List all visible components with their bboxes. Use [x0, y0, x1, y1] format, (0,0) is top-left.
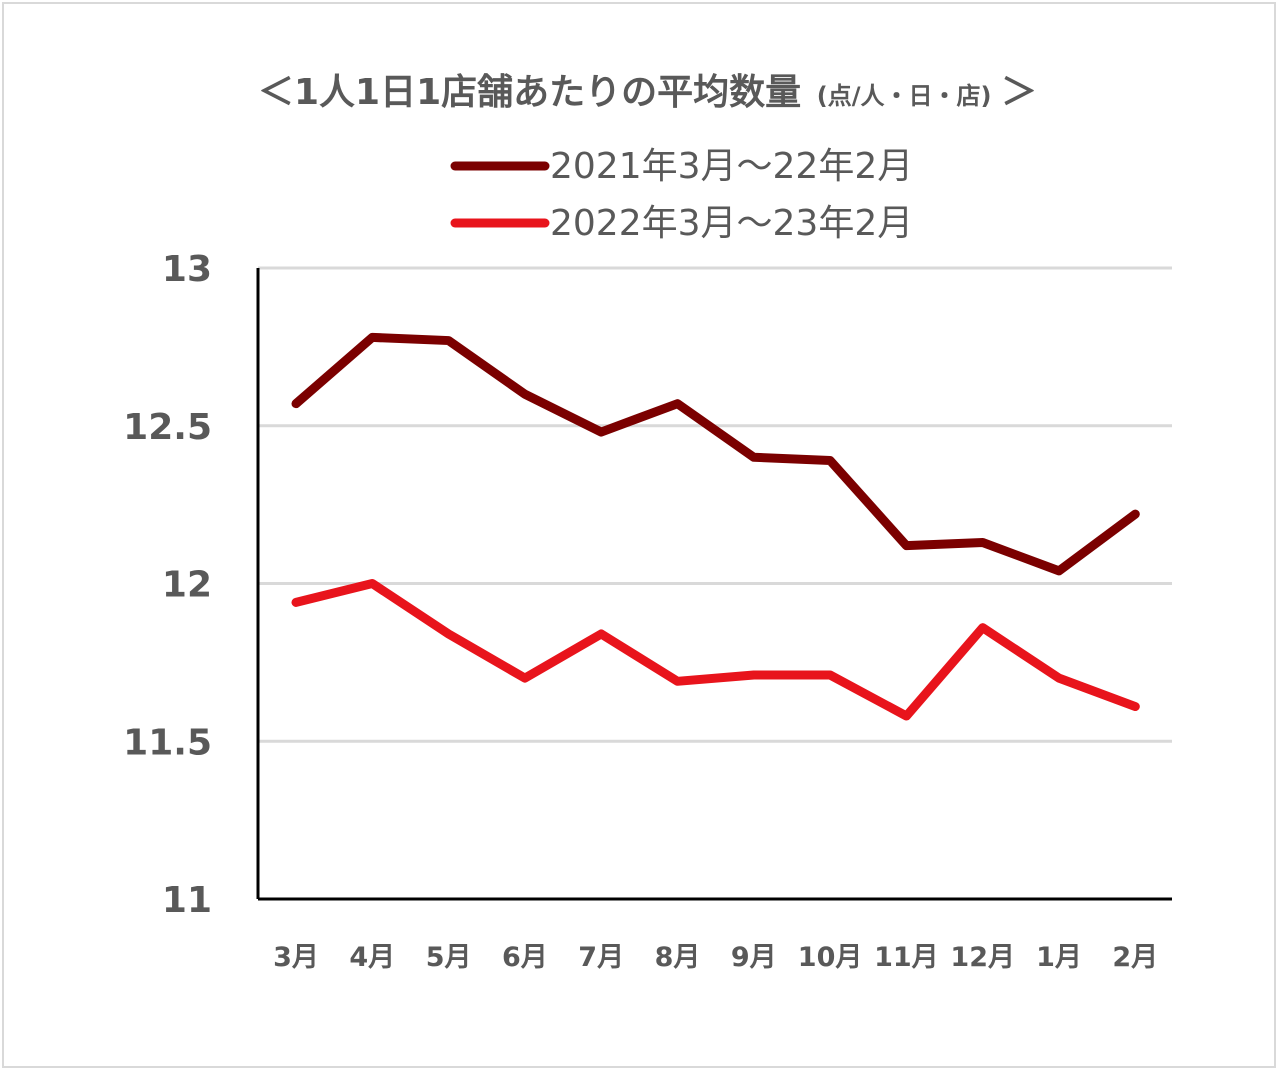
legend: 2021年3月～22年2月 2022年3月～23年2月	[450, 146, 913, 244]
legend-label-series-2: 2022年3月～23年2月	[550, 203, 913, 244]
x-axis-ticks: 3月 4月 5月 6月 7月 8月 9月 10月 11月 12月 1月 2月	[273, 942, 1158, 973]
x-tick-label: 6月	[502, 942, 548, 973]
y-tick-label: 11.5	[123, 722, 212, 763]
chart-title-main: ＜1人1日1店舗あたりの平均数量	[258, 72, 801, 113]
x-tick-label: 10月	[798, 942, 863, 973]
y-axis-ticks: 13 12.5 12 11.5 11	[123, 249, 212, 921]
series-lines	[291, 332, 1140, 721]
y-tick-label: 12.5	[123, 407, 212, 448]
chart-title-unit: (点/人・日・店)	[817, 82, 992, 110]
x-tick-label: 2月	[1112, 942, 1158, 973]
x-tick-label: 11月	[874, 942, 939, 973]
x-tick-label: 7月	[578, 942, 624, 973]
chart-title: ＜1人1日1店舗あたりの平均数量 (点/人・日・店) ＞	[258, 72, 1037, 113]
x-tick-label: 5月	[426, 942, 472, 973]
y-tick-label: 11	[162, 880, 212, 921]
y-tick-label: 13	[162, 249, 212, 290]
series-line-2	[291, 579, 1140, 721]
series-line-1	[291, 332, 1140, 576]
x-tick-label: 3月	[273, 942, 319, 973]
x-tick-label: 8月	[655, 942, 701, 973]
legend-label-series-1: 2021年3月～22年2月	[550, 146, 913, 187]
chart-title-close: ＞	[1001, 72, 1037, 113]
x-tick-label: 9月	[731, 942, 777, 973]
x-tick-label: 4月	[349, 942, 395, 973]
axes	[256, 268, 1172, 901]
x-tick-label: 12月	[950, 942, 1015, 973]
y-tick-label: 12	[162, 565, 212, 606]
x-tick-label: 1月	[1036, 942, 1082, 973]
